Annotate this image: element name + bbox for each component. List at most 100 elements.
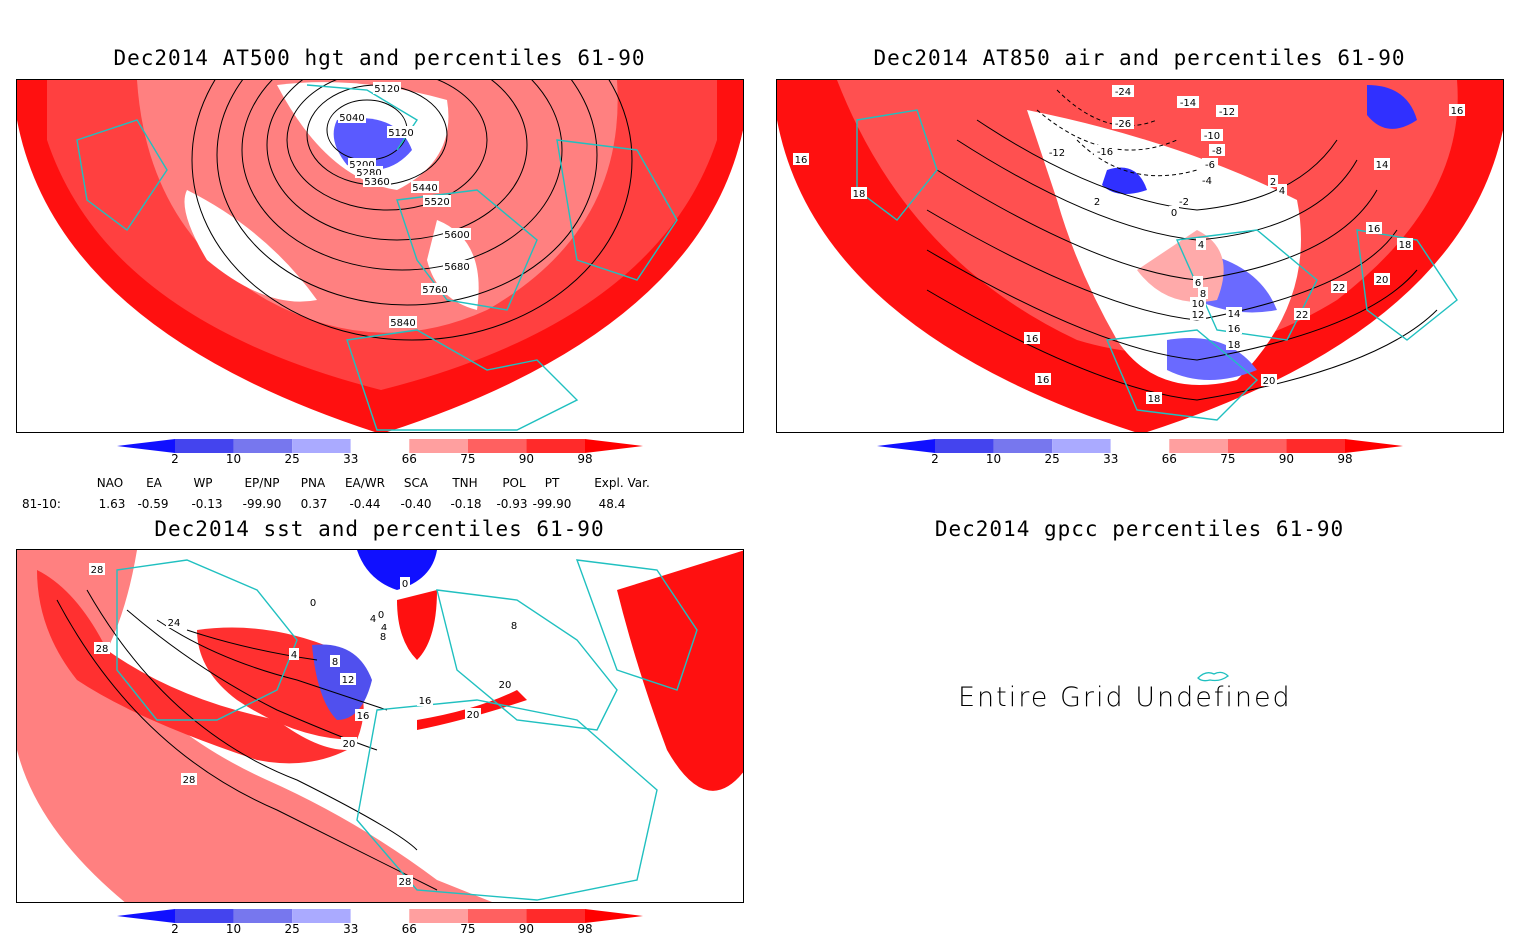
contour-label-bg <box>308 596 318 608</box>
contour-label-bg <box>793 153 809 165</box>
colorbar-swatch <box>233 909 293 923</box>
colorbar-air-graphic <box>877 439 1403 453</box>
index-value: -0.93 <box>496 497 528 511</box>
contour-label-bg <box>1193 276 1203 288</box>
colorbar-sst: 2 10 25 33 66 75 90 98 <box>117 908 643 938</box>
colorbar-label: 25 <box>284 452 300 466</box>
colorbar-swatch <box>1286 439 1345 453</box>
colorbar-label: 90 <box>1278 452 1295 466</box>
undefined-grid-message: Entire Grid Undefined <box>958 682 1292 713</box>
contour-label-bg <box>443 228 471 240</box>
contour-label: 8 <box>1200 289 1206 300</box>
contour-label-bg <box>1146 392 1162 404</box>
colorbar-label: 2 <box>171 452 179 466</box>
index-header: POL <box>502 476 526 490</box>
contour-label: 8 <box>332 657 338 668</box>
contour-label-bg <box>1209 144 1225 156</box>
contour-label-bg <box>389 316 417 328</box>
contour-label-bg <box>1169 206 1179 218</box>
colorbar-swatch <box>233 439 293 453</box>
contour-label-bg <box>1397 238 1413 250</box>
colorbar-label: 2 <box>171 922 179 936</box>
colorbar-swatch <box>175 439 234 453</box>
panel-title-gpcc: Dec2014 gpcc percentiles 61-90 <box>934 517 1345 541</box>
contour-label: 16 <box>795 155 808 166</box>
panel-title-hgt: Dec2014 AT500 hgt and percentiles 61-90 <box>113 46 646 70</box>
contour-label-bg <box>1277 184 1287 196</box>
index-value: 1.63 <box>98 497 126 511</box>
contour-label-bg <box>417 694 433 706</box>
contour-label-bg <box>1226 338 1242 350</box>
contour-label: 2 <box>1094 197 1100 208</box>
colorbar-label: 90 <box>518 452 535 466</box>
contour-label: 16 <box>1368 224 1381 235</box>
contour-label: 4 <box>291 650 297 661</box>
index-value: 0.37 <box>300 497 328 511</box>
index-value: 48.4 <box>598 497 626 511</box>
contour-label: 0 <box>1171 208 1177 219</box>
contour-label-bg <box>1199 174 1215 186</box>
contour-label-bg <box>1176 195 1192 207</box>
map-panel-sst: 28 24 28 0 0 4 4 8 4 8 12 16 20 16 20 28 28 8 20 0 <box>16 549 744 903</box>
contour-label: 16 <box>1037 375 1050 386</box>
index-value: -0.13 <box>191 497 223 511</box>
contour-label-bg <box>330 655 340 667</box>
contour-label-bg <box>421 283 449 295</box>
colorbar-swatch <box>117 439 175 453</box>
contour-label: 18 <box>853 189 866 200</box>
contour-label: 28 <box>91 565 104 576</box>
contour-label-bg <box>1331 281 1347 293</box>
contour-label: 16 <box>357 711 370 722</box>
index-value: -0.59 <box>137 497 169 511</box>
contour-label-bg <box>1268 175 1278 187</box>
colorbar-label: 75 <box>460 922 476 936</box>
colorbar-swatch <box>292 909 351 923</box>
contour-label: 4 <box>1279 186 1285 197</box>
small-outline-mark <box>1197 671 1229 682</box>
contour-label: 18 <box>1148 394 1161 405</box>
contour-label-bg <box>1216 105 1238 117</box>
contour-label-bg <box>465 708 481 720</box>
contour-label-bg <box>400 577 410 589</box>
contour-label-bg <box>289 648 299 660</box>
contour-label: 28 <box>399 877 412 888</box>
colorbar-swatch <box>175 909 234 923</box>
contour-label-bg <box>1094 145 1116 157</box>
map-panel-air: -24 -26 -14 -12 -10 -8 -6 -4 -12 -16 2 0 -2 4 2 16 18 16 1… <box>776 79 1504 433</box>
index-header: NAO <box>96 476 124 490</box>
contour-label: 18 <box>1399 240 1412 251</box>
contour-label: -10 <box>1204 131 1220 142</box>
colorbar-label: 33 <box>343 922 359 936</box>
colorbar-label: 2 <box>931 452 939 466</box>
index-value: -0.18 <box>450 497 482 511</box>
colorbar-swatch <box>117 909 175 923</box>
contour-label: 5680 <box>444 262 469 273</box>
contour-label-bg <box>378 630 388 642</box>
contour-label: 22 <box>1296 310 1309 321</box>
contour-label-bg <box>181 773 197 785</box>
contour-label: 5600 <box>444 230 469 241</box>
contour-label: 5120 <box>374 84 399 95</box>
index-header: EA <box>146 476 162 490</box>
contour-label: 4 <box>381 623 387 634</box>
index-value: -99.90 <box>532 497 572 511</box>
contour-label: 8 <box>380 632 386 643</box>
contour-label-bg <box>1374 273 1390 285</box>
contour-label: 28 <box>96 644 109 655</box>
contour-label-bg <box>166 616 182 628</box>
contour-label: 12 <box>1192 310 1205 321</box>
colorbar-swatch <box>350 909 410 923</box>
contour-label: -2 <box>1179 197 1189 208</box>
colorbar-label: 33 <box>1103 452 1119 466</box>
contour-label: 5840 <box>390 318 415 329</box>
contour-label-bg <box>376 608 386 620</box>
colorbar-swatch <box>292 439 351 453</box>
contour-label-bg <box>387 126 415 138</box>
contour-label: 20 <box>467 710 480 721</box>
colorbar-label: 10 <box>985 452 1002 466</box>
colorbar-air: 2 10 25 33 66 75 90 98 <box>877 438 1403 468</box>
colorbar-swatch <box>585 439 643 453</box>
index-header: EA/WR <box>344 476 386 490</box>
colorbar-label: 66 <box>1161 452 1177 466</box>
colorbar-swatch <box>409 909 468 923</box>
